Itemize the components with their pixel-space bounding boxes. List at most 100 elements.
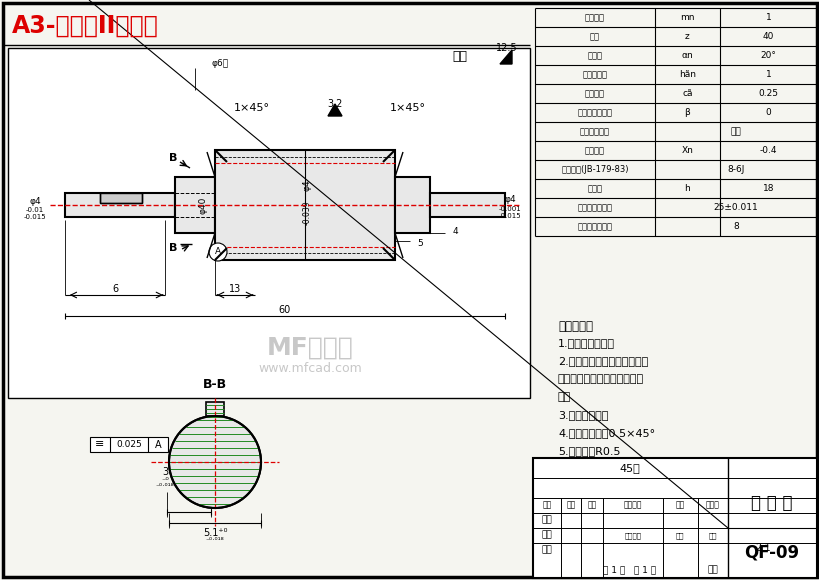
Text: -0.001: -0.001 [498, 206, 521, 212]
Text: 比例: 比例 [708, 532, 717, 539]
Text: 分区: 分区 [586, 501, 596, 509]
Text: 相配合齿轮齿数: 相配合齿轮齿数 [577, 222, 612, 231]
Text: ⁻⁰: ⁻⁰ [161, 476, 169, 484]
Bar [174, 177, 215, 233]
Text: 60: 60 [278, 305, 291, 315]
Text: 0.25: 0.25 [758, 89, 777, 98]
Bar [395, 177, 429, 233]
Text: QF-09: QF-09 [744, 544, 799, 562]
Text: 分度圆内内切角: 分度圆内内切角 [577, 108, 612, 117]
Bar [429, 193, 505, 217]
Text: hãn: hãn [678, 70, 695, 79]
Text: 轮齿旋向方向: 轮齿旋向方向 [579, 127, 609, 136]
Text: MF没风网: MF没风网 [266, 336, 353, 360]
Text: 标记: 标记 [541, 501, 551, 509]
Text: www.mfcad.com: www.mfcad.com [258, 361, 361, 375]
Text: -0.015: -0.015 [24, 214, 46, 220]
Text: 1: 1 [765, 13, 771, 22]
Bar [206, 402, 224, 416]
Text: 25±0.011: 25±0.011 [713, 203, 758, 212]
Bar [100, 193, 142, 203]
Text: φ4: φ4 [504, 195, 515, 205]
Text: 3: 3 [161, 467, 168, 477]
Circle shape [209, 243, 227, 261]
Text: ⁻⁰·⁰¹⁸: ⁻⁰·⁰¹⁸ [156, 483, 174, 491]
Text: ⁻⁰·⁰¹⁸: ⁻⁰·⁰¹⁸ [206, 536, 224, 546]
Text: 右旋: 右旋 [730, 127, 740, 136]
Text: 8-6J: 8-6J [726, 165, 744, 174]
Text: 材料牌号: 材料牌号 [623, 501, 641, 509]
Text: 5: 5 [417, 238, 423, 248]
Bar [90, 437, 168, 452]
Text: 齿顶高系数: 齿顶高系数 [581, 70, 607, 79]
Text: 签名: 签名 [675, 501, 684, 509]
Text: 批准: 批准 [707, 566, 717, 575]
Text: B-B: B-B [202, 378, 227, 390]
Text: 精度等级(JB-179-83): 精度等级(JB-179-83) [560, 165, 628, 174]
Text: 5.1⁺⁰: 5.1⁺⁰ [202, 528, 227, 538]
Text: 齿数: 齿数 [590, 32, 600, 41]
Text: B: B [169, 153, 177, 163]
Text: -0.015: -0.015 [498, 213, 521, 219]
Text: 顶隙系数: 顶隙系数 [584, 89, 604, 98]
Text: 0.025: 0.025 [116, 440, 142, 449]
Text: -0.01: -0.01 [26, 207, 44, 213]
Text: 工艺: 工艺 [541, 546, 552, 554]
Text: 全齿高: 全齿高 [586, 184, 602, 193]
Text: 1×45°: 1×45° [233, 103, 269, 113]
Bar [215, 150, 395, 260]
Text: A: A [215, 248, 221, 256]
Text: z: z [685, 32, 689, 41]
Text: φ40: φ40 [198, 196, 207, 213]
Text: 2:1: 2:1 [754, 543, 770, 553]
Text: 8: 8 [732, 222, 738, 231]
Text: 法面模数: 法面模数 [584, 13, 604, 22]
Text: 3.2: 3.2 [327, 99, 342, 109]
Text: 共 1 页   第 1 页: 共 1 页 第 1 页 [603, 566, 656, 575]
Text: 重量: 重量 [675, 532, 683, 539]
Text: 年月日: 年月日 [705, 501, 719, 509]
Text: β: β [684, 108, 690, 117]
Text: 设计: 设计 [541, 516, 552, 524]
Bar [532, 458, 816, 578]
Text: cã: cã [681, 89, 692, 98]
Text: αn: αn [681, 51, 693, 60]
Text: 5.未注圆角R0.5: 5.未注圆角R0.5 [557, 446, 620, 456]
Text: 20°: 20° [760, 51, 776, 60]
Text: A: A [155, 440, 161, 450]
Text: 6: 6 [112, 284, 118, 294]
Text: 1: 1 [765, 70, 771, 79]
Text: Xn: Xn [681, 146, 693, 155]
Text: 1.零件去除氧化皮: 1.零件去除氧化皮 [557, 338, 614, 348]
Text: h: h [684, 184, 690, 193]
Text: 其余: 其余 [452, 49, 467, 63]
Text: mn: mn [680, 13, 694, 22]
Text: 2.零件加工表面上，不应有划: 2.零件加工表面上，不应有划 [557, 356, 648, 366]
Text: φ6㎜: φ6㎜ [211, 60, 229, 68]
Text: 18: 18 [762, 184, 773, 193]
Text: 40: 40 [762, 32, 773, 41]
Text: 0: 0 [765, 108, 771, 117]
Text: 降。: 降。 [557, 392, 571, 402]
Polygon shape [500, 50, 511, 64]
Text: φ4: φ4 [302, 179, 311, 191]
Text: 13: 13 [229, 284, 241, 294]
Text: 4: 4 [451, 227, 457, 235]
Text: φ4: φ4 [29, 197, 41, 205]
Text: 数量: 数量 [566, 501, 575, 509]
Text: 技术要求：: 技术要求： [557, 320, 592, 333]
Text: 中心距及其偏差: 中心距及其偏差 [577, 203, 612, 212]
Circle shape [169, 416, 260, 508]
Text: 附板标记: 附板标记 [624, 532, 640, 539]
Bar [8, 48, 529, 398]
Text: -0.4: -0.4 [759, 146, 776, 155]
Text: 齿形角: 齿形角 [586, 51, 602, 60]
Text: ≡: ≡ [95, 440, 105, 450]
Text: 痕，碰伤等损失零件表面的缺: 痕，碰伤等损失零件表面的缺 [557, 374, 644, 384]
Text: 45鑂: 45鑂 [619, 463, 640, 473]
Text: 3.去除毛刺飞边: 3.去除毛刺飞边 [557, 410, 608, 420]
Bar [65, 193, 174, 217]
Text: 变位系数: 变位系数 [584, 146, 604, 155]
Text: 12.5: 12.5 [495, 43, 517, 53]
Text: 齿 轮 轴: 齿 轮 轴 [750, 494, 792, 512]
